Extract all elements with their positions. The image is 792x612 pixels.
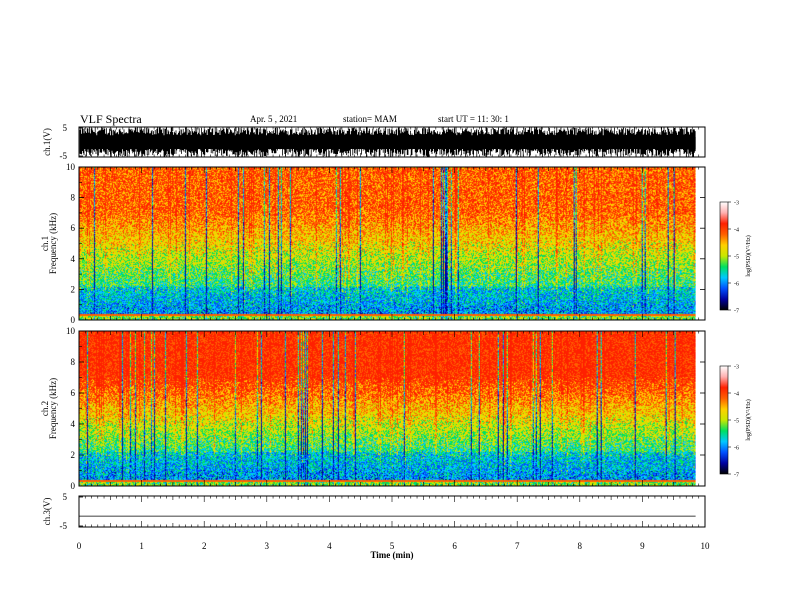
panel-frame-3 [78, 330, 706, 487]
colorbar-tick-label: -6 [734, 446, 739, 452]
colorbar [719, 365, 729, 475]
waveform-ch3-axis: 5 -5 ch.3(V) [42, 492, 83, 531]
xtick-label: 10 [701, 541, 711, 551]
xtick-label: 3 [265, 541, 270, 551]
xtick-label: 1 [139, 541, 144, 551]
ytick-label: -5 [60, 151, 68, 161]
ytick-label: 4 [71, 419, 76, 429]
ylabel-frequency: Frequency (kHz) [48, 213, 58, 274]
ytick-label: 2 [71, 450, 76, 460]
date-label: Apr. 5 , 2021 [250, 114, 298, 124]
ytick-label: 4 [71, 254, 76, 264]
panel-frame-1 [78, 126, 706, 158]
ytick-label: 5 [63, 123, 68, 133]
xtick-label: 7 [515, 541, 520, 551]
xtick-label: 5 [390, 541, 395, 551]
ylabel-channel: ch.1 [40, 236, 50, 251]
panel-frame-4 [78, 495, 706, 528]
ytick-label: 0 [71, 315, 76, 325]
ytick-label: 2 [71, 284, 76, 294]
colorbar-tick-label: -4 [734, 392, 739, 398]
colorbar-tick-label: -5 [734, 255, 739, 261]
waveform-ch1 [79, 127, 696, 157]
chart-title: VLF Spectra [80, 112, 142, 126]
waveform-ch1-trace [79, 127, 696, 157]
colorbar-label: log(PSD)(V²/Hz) [745, 235, 752, 276]
xtick-label: 4 [327, 541, 332, 551]
spectrogram-ch1-image [79, 167, 696, 320]
ylabel-waveform-ch3: ch.3(V) [42, 498, 52, 526]
ytick-label: 8 [71, 193, 76, 203]
panel-frame-2 [78, 166, 706, 321]
ytick-label: 5 [63, 492, 68, 502]
xtick-label: 8 [578, 541, 583, 551]
ytick-label: 0 [71, 481, 76, 491]
start-ut-label: start UT = 11: 30: 1 [438, 114, 509, 124]
colorbar-label: log(PSD)(V²/Hz) [745, 399, 752, 440]
colorbar-tick-label: -6 [734, 282, 739, 288]
ytick-label: 10 [66, 162, 76, 172]
ytick-label: 6 [71, 388, 76, 398]
ytick-label: -5 [60, 521, 68, 531]
ytick-label: 6 [71, 223, 76, 233]
spectrogram-ch2-image [79, 331, 696, 486]
x-axis-label: Time (min) [370, 550, 413, 560]
x-axis: 0 1 2 3 4 5 6 7 8 9 10 Time (min) [77, 541, 710, 560]
waveform-ch1-axis: 5 -5 ch.1(V) [42, 123, 83, 161]
station-label: station= MAM [343, 114, 397, 124]
ytick-label: 10 [66, 326, 76, 336]
ylabel-waveform-ch1: ch.1(V) [42, 128, 52, 156]
colorbar [719, 201, 729, 311]
colorbar-tick-label: -3 [734, 201, 739, 207]
colorbar-tick-label: -4 [734, 228, 739, 234]
colorbar-tick-label: -5 [734, 419, 739, 425]
ylabel-channel: ch.2 [40, 401, 50, 416]
colorbar-tick-label: -3 [734, 365, 739, 371]
xtick-label: 6 [452, 541, 457, 551]
ylabel-frequency: Frequency (kHz) [48, 378, 58, 439]
xtick-label: 9 [640, 541, 645, 551]
colorbar-tick-label: -7 [734, 473, 739, 479]
xtick-label: 2 [202, 541, 207, 551]
colorbar-tick-label: -7 [734, 309, 739, 315]
ytick-label: 8 [71, 357, 76, 367]
xtick-label: 0 [77, 541, 82, 551]
